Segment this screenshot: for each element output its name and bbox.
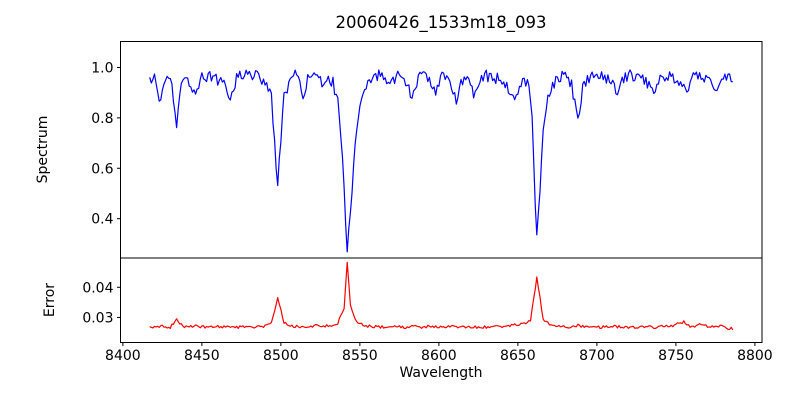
x-axis-label: Wavelength bbox=[399, 365, 482, 381]
x-tick-label: 8400 bbox=[105, 348, 141, 364]
x-tick-label: 8600 bbox=[421, 348, 457, 364]
x-tick-label: 8450 bbox=[184, 348, 220, 364]
y-tick-label: 0.6 bbox=[91, 161, 113, 177]
plot-area: 1.0 0.8 0.6 0.4 0.04 0.03 8400 8450 8500 8550 8600… bbox=[82, 41, 773, 364]
x-tick-label: 8700 bbox=[579, 348, 615, 364]
y-tick-label: 0.8 bbox=[91, 111, 113, 127]
x-tick-label: 8650 bbox=[500, 348, 536, 364]
y-tick-label: 0.03 bbox=[82, 310, 113, 326]
y-axis-label-spectrum: Spectrum bbox=[35, 116, 51, 184]
x-tick-label: 8800 bbox=[737, 348, 773, 364]
y-tick-label: 0.04 bbox=[82, 280, 113, 296]
spectrum-line bbox=[149, 69, 733, 253]
error-line bbox=[149, 261, 734, 331]
spectrum-panel: 1.0 0.8 0.6 0.4 bbox=[91, 41, 763, 259]
error-panel: 0.04 0.03 8400 8450 8500 8550 8600 8650 8700 8750… bbox=[82, 257, 773, 364]
x-tick-label: 8550 bbox=[342, 348, 378, 364]
y-tick-label: 1.0 bbox=[91, 60, 113, 76]
error-axes-frame bbox=[120, 257, 763, 343]
y-tick-label: 0.4 bbox=[91, 212, 113, 228]
chart-title: 20060426_1533m18_093 bbox=[335, 13, 546, 33]
x-tick-label: 8750 bbox=[658, 348, 694, 364]
y-axis-label-error: Error bbox=[42, 283, 58, 317]
x-tick-label: 8500 bbox=[263, 348, 299, 364]
